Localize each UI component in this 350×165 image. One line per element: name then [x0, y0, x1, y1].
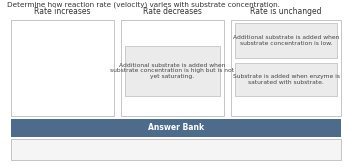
Text: Additional substrate is added when
substrate concentration is low.: Additional substrate is added when subst…	[233, 35, 339, 46]
Text: Answer Bank: Answer Bank	[148, 123, 204, 132]
Bar	[235, 23, 337, 58]
Text: Rate is unchanged: Rate is unchanged	[250, 7, 322, 16]
Bar	[231, 20, 341, 115]
Text: Additional substrate is added when
substrate concentration is high but is not
ye: Additional substrate is added when subst…	[110, 63, 234, 79]
Bar	[10, 139, 341, 160]
Text: Rate decreases: Rate decreases	[143, 7, 202, 16]
Bar	[10, 119, 341, 137]
Bar	[125, 46, 220, 96]
Bar	[121, 20, 224, 115]
Text: Rate increases: Rate increases	[34, 7, 90, 16]
Text: Determine how reaction rate (velocity) varies with substrate concentration.: Determine how reaction rate (velocity) v…	[7, 2, 280, 8]
Text: Substrate is added when enzyme is
saturated with substrate.: Substrate is added when enzyme is satura…	[233, 74, 340, 85]
Bar	[10, 20, 114, 115]
Bar	[235, 63, 337, 96]
